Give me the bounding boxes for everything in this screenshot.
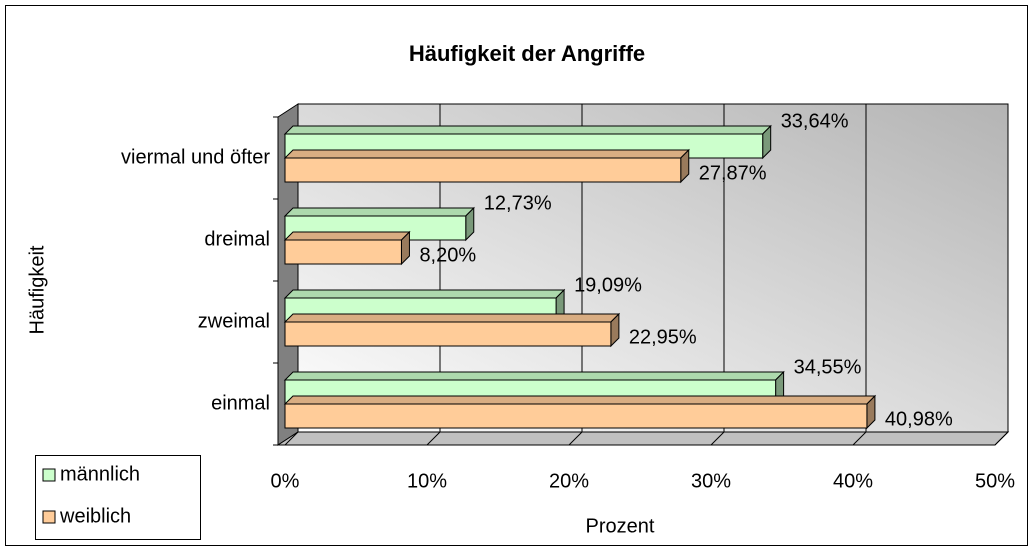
value-label: 12,73% — [484, 192, 552, 214]
bar — [284, 157, 682, 183]
grid-line — [994, 431, 1009, 446]
bar-top — [283, 207, 475, 217]
y-axis-label: Häufigkeit — [26, 245, 48, 334]
y-tick-label: dreimal — [204, 228, 270, 250]
grid-line — [852, 431, 867, 446]
x-axis-label: Prozent — [586, 515, 655, 537]
bar-top — [283, 231, 411, 241]
value-label: 19,09% — [574, 274, 642, 296]
bar-top — [283, 149, 690, 159]
y-tick-label: einmal — [211, 392, 270, 414]
value-label: 27,87% — [699, 162, 767, 184]
x-tick-label: 50% — [975, 470, 1015, 492]
value-label: 8,20% — [419, 244, 476, 266]
bar — [284, 321, 612, 347]
y-tick-label: zweimal — [198, 310, 270, 332]
x-tick-label: 20% — [549, 470, 589, 492]
x-tick-label: 30% — [691, 470, 731, 492]
bar — [284, 403, 868, 429]
bar-top — [283, 289, 566, 299]
bar-top — [283, 125, 772, 135]
bar — [284, 239, 402, 265]
floor — [276, 431, 1010, 446]
grid-line — [710, 431, 725, 446]
grid-line — [284, 431, 299, 446]
grid-line — [568, 431, 583, 446]
y-tick-label: viermal und öfter — [121, 146, 270, 168]
legend-label: weiblich — [59, 505, 131, 527]
chart-title: Häufigkeit der Angriffe — [409, 41, 645, 66]
x-tick-label: 40% — [833, 470, 873, 492]
value-label: 40,98% — [885, 408, 953, 430]
value-label: 33,64% — [781, 110, 849, 132]
legend-box — [35, 455, 201, 540]
bar-top — [283, 371, 785, 381]
x-tick-label: 0% — [271, 470, 300, 492]
grid-line — [426, 431, 441, 446]
legend-swatch — [42, 510, 56, 524]
bar-top — [283, 313, 621, 323]
legend-swatch — [42, 468, 56, 482]
value-label: 34,55% — [794, 356, 862, 378]
value-label: 22,95% — [629, 326, 697, 348]
legend-label: männlich — [60, 463, 140, 485]
bar-top — [283, 395, 877, 405]
x-tick-label: 10% — [407, 470, 447, 492]
